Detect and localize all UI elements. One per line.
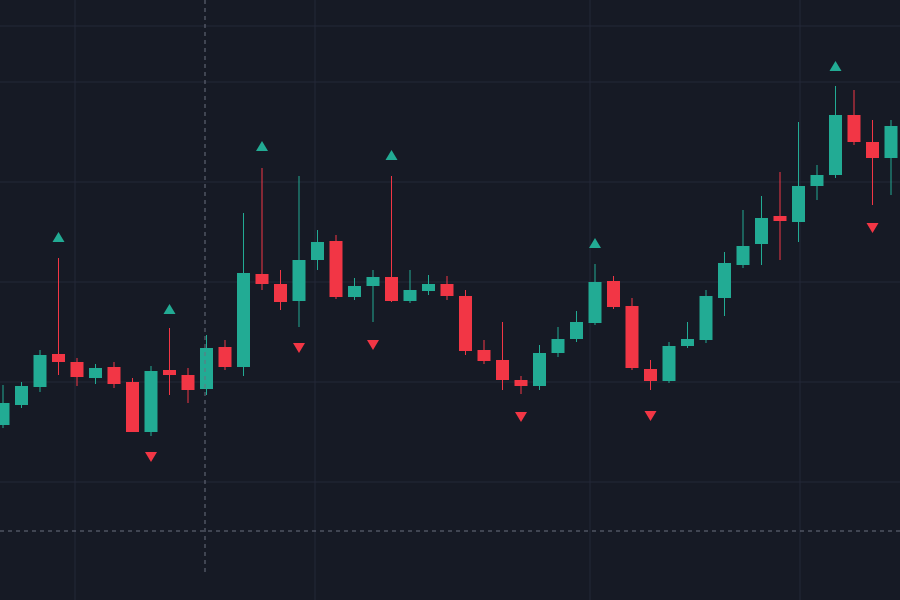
marker-up [385,150,398,160]
candle-body [274,284,287,302]
marker-up [52,232,65,242]
candle-body [107,367,121,384]
candle-body [662,346,676,381]
marker-down [293,343,305,353]
candle-body [422,284,435,291]
candle-body [0,403,10,425]
candle-body [366,277,380,286]
candle-body [52,354,65,362]
marker-up [256,141,268,151]
candle-body [403,290,417,301]
candle-body [477,350,491,361]
candle-body [15,386,28,405]
candle-body [514,380,528,386]
marker-down [145,452,157,462]
candle-body [292,260,306,301]
candle-body [866,142,879,158]
marker-down [367,340,379,350]
candle-body [533,353,546,386]
candle-body [551,339,565,353]
candle-body [884,126,898,158]
candle-body [440,284,454,296]
candle-body [218,347,232,367]
candle-body [792,186,805,222]
candle-body [588,282,602,323]
candle-body [329,241,343,297]
candle-body [644,369,657,381]
candle-body [385,277,398,301]
candle-body [181,375,195,390]
candle-body [70,362,84,377]
marker-down [866,223,879,233]
candle-body [311,242,324,260]
candle-body [496,360,509,380]
candle-body [144,371,158,432]
candle-body [847,115,861,142]
marker-down [644,411,657,421]
candle-body [718,263,731,298]
candle-body [773,216,787,221]
candle-body [126,382,139,432]
candle-body [200,348,213,389]
plot [0,61,898,462]
candle-body [33,355,47,387]
candle-body [237,273,250,367]
candle-body [607,281,620,307]
candle-body [699,296,713,340]
candle-body [89,368,102,378]
marker-down [515,412,527,422]
candle-body [459,296,472,351]
candle-body [570,322,583,339]
candle-body [625,306,639,368]
candle-body [255,274,269,284]
candle-body [348,286,361,297]
candle-body [755,218,768,244]
candle-body [810,175,824,186]
grid [0,25,900,483]
marker-up [589,238,601,248]
marker-up [829,61,842,71]
candle-body [163,370,176,375]
candle-body [829,115,842,175]
marker-up [163,304,176,314]
candle-body [736,246,750,265]
candle-body [681,339,694,346]
